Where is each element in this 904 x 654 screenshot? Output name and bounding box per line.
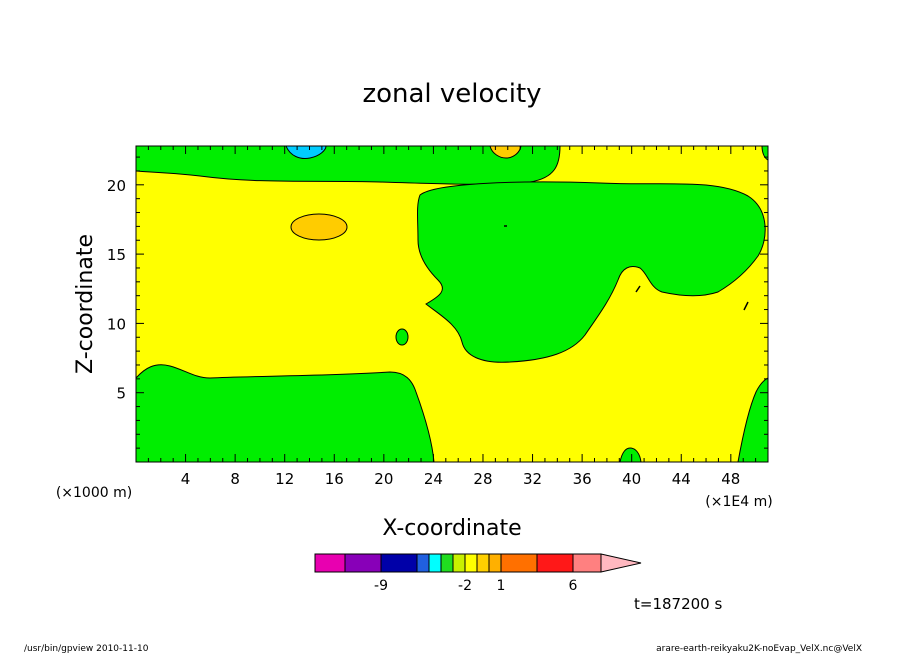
- x-tick-label: 44: [672, 470, 691, 488]
- green-region-top-left: [136, 146, 561, 185]
- footer-right: arare-earth-reikyaku2K-noEvap_VelX.nc@Ve…: [656, 644, 862, 654]
- colorbar-segment: [380, 553, 418, 573]
- green-region-bottom-mid: [619, 447, 642, 462]
- colorbar-segment: [452, 553, 466, 573]
- colorbar-segment: [536, 553, 574, 573]
- x-tick-label: 36: [573, 470, 592, 488]
- colorbar-label: 6: [569, 578, 578, 594]
- chart-title: zonal velocity: [362, 79, 541, 109]
- x-tick-label: 48: [721, 470, 740, 488]
- y-tick-label: 20: [107, 177, 126, 195]
- x-tick-label: 4: [181, 470, 191, 488]
- colorbar-segment: [488, 553, 502, 573]
- plot-frame: [135, 145, 769, 463]
- x-unit-right: (×1E4 m): [705, 494, 772, 510]
- x-axis-title: X-coordinate: [382, 516, 521, 541]
- contour-field: [136, 146, 768, 462]
- x-tick-label: 40: [622, 470, 641, 488]
- x-tick-label: 20: [374, 470, 393, 488]
- x-tick-label: 28: [473, 470, 492, 488]
- x-tick-label: 12: [275, 470, 294, 488]
- contour-speck-1: [635, 285, 641, 293]
- colorbar-segment: [572, 553, 602, 573]
- colorbar: -9 -2 1 6: [314, 553, 642, 594]
- footer-left: /usr/bin/gpview 2010-11-10: [24, 644, 149, 654]
- x-tick-label: 8: [230, 470, 240, 488]
- green-region-top-right: [761, 146, 768, 161]
- x-tick-label: 24: [424, 470, 443, 488]
- colorbar-arrow: [600, 553, 642, 573]
- colorbar-segment: [314, 553, 346, 573]
- cyan-region-top: [285, 146, 327, 159]
- x-axis: 4 8 12 16 20 24 28 32 36 40 44 48: [135, 146, 769, 488]
- colorbar-segment: [440, 553, 454, 573]
- colorbar-segment: [428, 553, 442, 573]
- green-region-bottom-left: [136, 364, 435, 462]
- colorbar-label: 1: [497, 578, 506, 594]
- colorbar-label: -9: [374, 578, 388, 594]
- y-tick-label: 10: [107, 315, 126, 333]
- green-region-center: [417, 181, 766, 363]
- x-tick-label: 32: [523, 470, 542, 488]
- colorbar-label: -2: [458, 578, 472, 594]
- y-tick-label: 15: [107, 246, 126, 264]
- time-label: t=187200 s: [634, 595, 722, 613]
- y-axis: 5 10 15 20: [107, 156, 768, 449]
- contour-speck-2: [743, 301, 749, 311]
- green-region-small: [395, 328, 409, 346]
- y-axis-title: Z-coordinate: [73, 234, 98, 374]
- colorbar-segment: [476, 553, 490, 573]
- orange-region-mid: [290, 213, 348, 241]
- y-tick-label: 5: [116, 385, 126, 403]
- colorbar-segment: [500, 553, 538, 573]
- x-tick-label: 16: [325, 470, 344, 488]
- colorbar-segment: [344, 553, 382, 573]
- colorbar-segment: [416, 553, 430, 573]
- x-unit-left: (×1000 m): [56, 485, 132, 501]
- colorbar-segment: [464, 553, 478, 573]
